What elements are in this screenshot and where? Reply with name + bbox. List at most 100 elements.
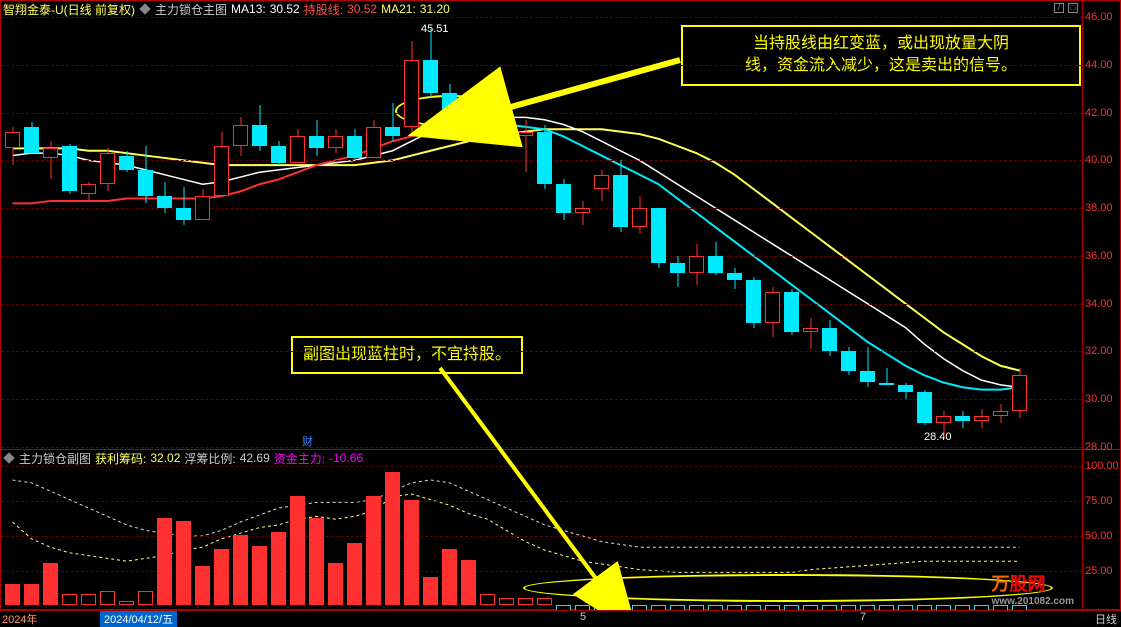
indicator-bar [328, 563, 343, 605]
candle [784, 1, 799, 451]
y-tick-label: 50.00 [1085, 530, 1113, 542]
candle [575, 1, 590, 451]
candle [138, 1, 153, 451]
candle [917, 1, 932, 451]
candle [43, 1, 58, 451]
candle [860, 1, 875, 451]
candle [385, 1, 400, 451]
indicator-bar [119, 601, 134, 605]
chart-container: 智翔金泰-U(日线 前复权) 主力锁仓主图 MA13: 30.52 持股线: 3… [0, 0, 1121, 624]
indicator-bar [385, 472, 400, 605]
grid-line [1, 501, 1082, 502]
candle [803, 1, 818, 451]
diamond-icon [3, 452, 14, 463]
sub-indicator-panel[interactable]: 主力锁仓副图 获利筹码: 32.02 浮筹比例: 42.69 资金主力: -10… [0, 450, 1083, 610]
candle [632, 1, 647, 451]
candle [974, 1, 989, 451]
indicator-bar [309, 518, 324, 605]
y-tick-label: 46.00 [1085, 11, 1113, 23]
candle [993, 1, 1008, 451]
sub-header-row: 主力锁仓副图 获利筹码: 32.02 浮筹比例: 42.69 资金主力: -10… [3, 451, 363, 465]
candle [328, 1, 343, 451]
x-marker-5: 5 [580, 611, 586, 623]
indicator-bar [480, 594, 495, 605]
candle [233, 1, 248, 451]
indicator-bar [423, 577, 438, 605]
candle [195, 1, 210, 451]
y-tick-label: 100.00 [1085, 460, 1119, 472]
sub-y-axis: 25.0050.0075.00100.00 [1083, 450, 1121, 610]
y-tick-label: 38.00 [1085, 202, 1113, 214]
candle [404, 1, 419, 451]
grid-line [1, 466, 1082, 467]
timeframe-label: 日线 [1095, 611, 1117, 627]
candle [157, 1, 172, 451]
indicator-bar [81, 594, 96, 605]
y-tick-label: 36.00 [1085, 250, 1113, 262]
indicator-bar [461, 560, 476, 605]
candle [24, 1, 39, 451]
candle [176, 1, 191, 451]
main-y-axis: 28.0030.0032.0034.0036.0038.0040.0042.00… [1083, 0, 1121, 450]
brand-char-1: 万 [992, 574, 1010, 594]
panel-control-line-icon[interactable]: / [1054, 3, 1064, 13]
candle [1012, 1, 1027, 451]
candle [309, 1, 324, 451]
profit-value: 32.02 [150, 451, 180, 465]
indicator-bar [366, 496, 381, 605]
y-tick-label: 34.00 [1085, 298, 1113, 310]
candle [594, 1, 609, 451]
candle [347, 1, 362, 451]
candle [670, 1, 685, 451]
time-axis-footer: 2024年 2024/04/12/五 5 7 日线 [0, 610, 1121, 624]
candle [62, 1, 77, 451]
candle [252, 1, 267, 451]
panel-control-box-icon[interactable]: □ [1068, 3, 1078, 13]
candle [271, 1, 286, 451]
indicator-bar [195, 566, 210, 605]
candle [841, 1, 856, 451]
candle [556, 1, 571, 451]
candle [100, 1, 115, 451]
indicator-bar [499, 598, 514, 605]
sub-indicator-name: 主力锁仓副图 [19, 450, 91, 467]
indicator-bar [5, 584, 20, 605]
candle [746, 1, 761, 451]
indicator-bar [62, 594, 77, 605]
candle [461, 1, 476, 451]
candle [651, 1, 666, 451]
candle [822, 1, 837, 451]
y-tick-label: 40.00 [1085, 154, 1113, 166]
candle [480, 1, 495, 451]
brand-char-2: 股网 [1010, 574, 1046, 594]
candle [898, 1, 913, 451]
indicator-bar [518, 598, 533, 605]
candle [955, 1, 970, 451]
indicator-bar [537, 598, 552, 605]
y-tick-label: 32.00 [1085, 345, 1113, 357]
panel-controls: / □ [1054, 3, 1078, 13]
candle [214, 1, 229, 451]
indicator-bar [252, 546, 267, 605]
indicator-bar [157, 518, 172, 605]
annotation-ellipse-bottom [523, 574, 1053, 602]
candle [518, 1, 533, 451]
candle [879, 1, 894, 451]
main-candlestick-panel[interactable]: 智翔金泰-U(日线 前复权) 主力锁仓主图 MA13: 30.52 持股线: 3… [0, 0, 1083, 450]
candle [765, 1, 780, 451]
indicator-bar [24, 584, 39, 605]
y-tick-label: 30.00 [1085, 393, 1113, 405]
y-tick-label: 42.00 [1085, 107, 1113, 119]
indicator-bar [138, 591, 153, 605]
candle [537, 1, 552, 451]
candle [727, 1, 742, 451]
float-value: 42.69 [240, 451, 270, 465]
candle [613, 1, 628, 451]
profit-label: 获利筹码: [95, 450, 146, 467]
indicator-bar [214, 549, 229, 605]
y-tick-label: 44.00 [1085, 59, 1113, 71]
indicator-bar [347, 543, 362, 605]
x-marker-7: 7 [860, 611, 866, 623]
indicator-bar [290, 496, 305, 605]
candle [81, 1, 96, 451]
